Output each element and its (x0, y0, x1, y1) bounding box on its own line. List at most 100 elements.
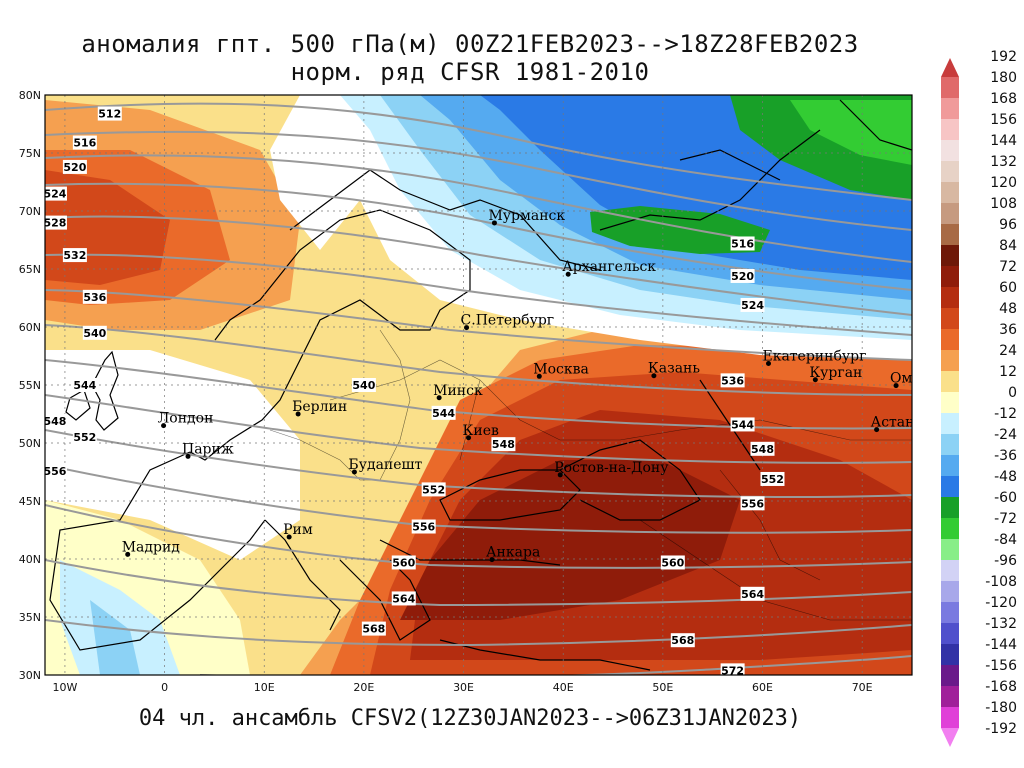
city-label: Анкара (486, 545, 540, 561)
contour-label: 532 (63, 249, 86, 262)
city-marker (466, 435, 472, 441)
contour-label-box (45, 186, 67, 201)
city-marker (651, 373, 657, 379)
city-label: Екатеринбург (762, 349, 866, 365)
city-marker (286, 534, 292, 540)
contour-label: 572 (721, 664, 744, 677)
contour-label: 560 (661, 556, 684, 569)
colorbar-label: 60 (999, 280, 1017, 296)
contour-label-box (391, 555, 416, 570)
colorbar-label: -144 (985, 637, 1017, 653)
contour-labels: 512 516 520 524 528 532 536 540 544 548 552 556 540 5… (43, 106, 785, 677)
colorbar-label: -12 (994, 406, 1017, 422)
city-label: Рим (283, 522, 313, 538)
city-label: Ростов-на-Дону (554, 460, 669, 476)
colorbar-label: 180 (990, 70, 1017, 86)
colorbar-label: 24 (999, 343, 1017, 359)
colorbar-swatch (941, 476, 959, 497)
lon-tick-label: 40E (553, 681, 574, 694)
contour-label-box (720, 373, 745, 388)
height-contours (45, 102, 912, 675)
city-marker (125, 551, 131, 557)
contour-label-box (62, 159, 87, 174)
colorbar-swatch (941, 644, 959, 665)
colorbar-label: -60 (994, 490, 1017, 506)
colorbar-swatch (941, 119, 959, 140)
colorbar-swatch (941, 58, 959, 77)
city-label: Будапешт (348, 457, 422, 473)
colorbar-label: 156 (990, 112, 1017, 128)
colorbar-swatch (941, 707, 959, 728)
contour-label-box (391, 591, 416, 606)
city-marker (565, 271, 571, 277)
colorbar-swatch (941, 77, 959, 98)
colorbar-label: 192 (990, 49, 1017, 65)
contour-label: 516 (73, 137, 96, 150)
contour-label-box (97, 106, 122, 121)
city-label: С.Петербург (461, 313, 555, 329)
city-label: Мурманск (488, 208, 565, 224)
city-label: Мадрид (122, 539, 181, 555)
map-title: аномалия гпт. 500 гПа(м) 00Z21FEB2023-->… (81, 30, 859, 58)
lat-tick-label: 80N (19, 89, 41, 102)
lon-tick-label: 30E (453, 681, 474, 694)
map-frame (44, 94, 913, 676)
colorbar-swatch (941, 581, 959, 602)
contour-label-box (760, 471, 785, 486)
colorbar-label: -108 (985, 574, 1017, 590)
city-marker (765, 361, 771, 367)
lon-tick-label: 0 (161, 681, 168, 694)
lat-tick-label: 50N (19, 437, 41, 450)
colorbar-swatch (941, 140, 959, 161)
colorbar-label: -168 (985, 679, 1017, 695)
contour-label-box (45, 413, 67, 428)
lat-tick-label: 60N (19, 321, 41, 334)
contour-label: 556 (741, 497, 764, 510)
contour-label-box (730, 268, 755, 283)
colorbar-swatch (941, 686, 959, 707)
lat-tick-label: 35N (19, 611, 41, 624)
coastlines (49, 99, 912, 671)
colorbar-label: 84 (999, 238, 1017, 254)
contour-label-box (411, 519, 436, 534)
lat-tick-label: 45N (19, 495, 41, 508)
contour-label-box (45, 215, 67, 230)
city-marker (295, 411, 301, 417)
colorbar-swatch (941, 497, 959, 518)
city-label: Лондон (158, 411, 214, 427)
colorbar-swatch (941, 266, 959, 287)
contour-label: 520 (63, 161, 86, 174)
contour-label: 536 (721, 374, 744, 387)
city-marker (812, 377, 818, 383)
lat-tick-label: 75N (19, 147, 41, 160)
contour-label: 548 (492, 438, 515, 451)
contour-label: 536 (83, 291, 106, 304)
colorbar-swatch (941, 518, 959, 539)
city-label: Казань (648, 361, 700, 377)
city-label: Курган (809, 365, 862, 381)
colorbar-swatch (941, 287, 959, 308)
colorbar-label: -48 (994, 469, 1017, 485)
city-label: Москва (533, 361, 589, 377)
latitude-axis: 80N 75N 70N 65N 60N 55N 50N 45N 40N 35N 30N (19, 89, 41, 682)
colorbar-swatch (941, 203, 959, 224)
city-marker (436, 395, 442, 401)
lon-tick-label: 60E (752, 681, 773, 694)
contour-label: 524 (43, 188, 66, 201)
contour-label: 548 (43, 415, 66, 428)
colorbar-label: 12 (999, 364, 1017, 380)
colorbar-label: 108 (990, 196, 1017, 212)
colorbar-swatch (941, 560, 959, 581)
contour-label-box (45, 463, 67, 478)
contour-label-box (720, 663, 745, 675)
contour-label: 556 (412, 521, 435, 534)
colorbar-swatch (941, 623, 959, 644)
lat-tick-label: 40N (19, 553, 41, 566)
colorbar-label: -84 (994, 532, 1017, 548)
colorbar-swatch (941, 329, 959, 350)
city-label: Берлин (292, 399, 347, 415)
contour-label-box (351, 378, 376, 392)
lat-tick-label: 65N (19, 263, 41, 276)
lon-tick-label: 20E (353, 681, 374, 694)
contour-label-box (740, 297, 765, 312)
